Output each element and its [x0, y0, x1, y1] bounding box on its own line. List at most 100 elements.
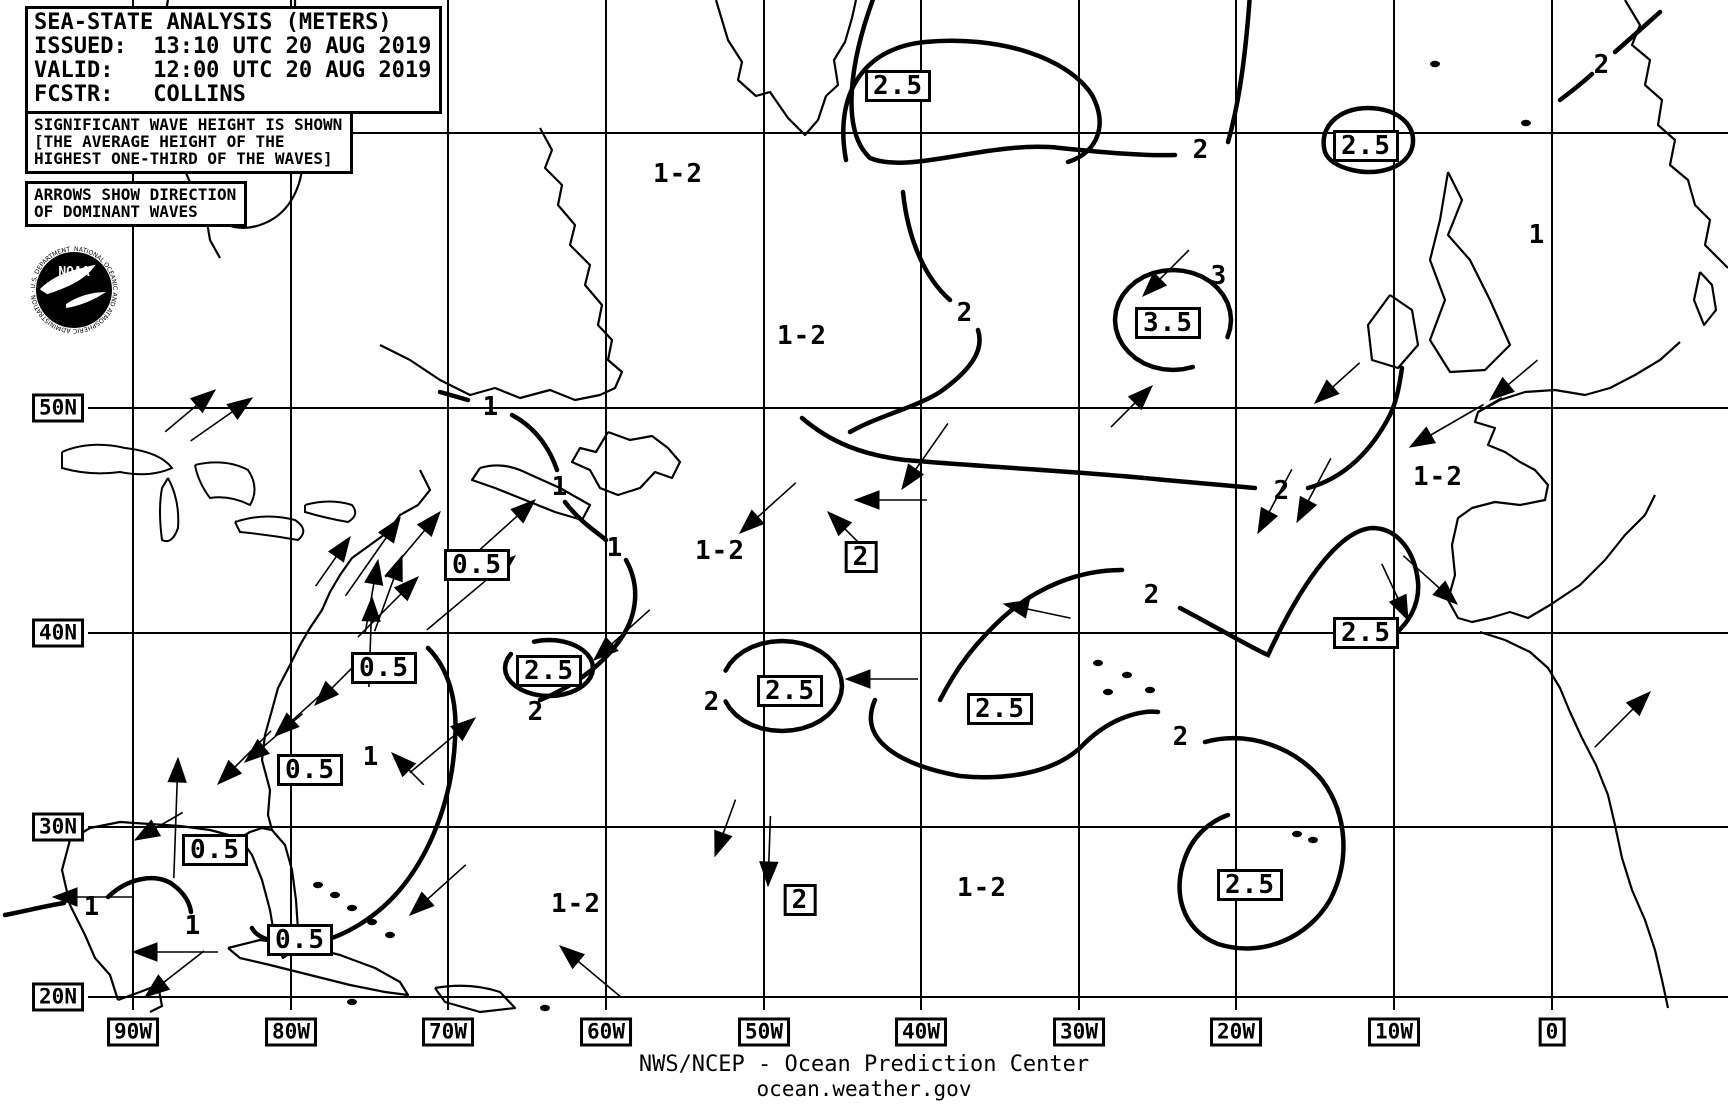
- island-dot: [385, 931, 395, 939]
- coastline-path: [1446, 397, 1656, 624]
- wave-contour-line: [2, 900, 67, 918]
- longitude-label: 40W: [895, 1017, 947, 1047]
- coastline-path: [1692, 271, 1718, 327]
- wave-height-boxed-label: 0.5: [351, 652, 417, 684]
- latitude-longitude-grid: [88, 0, 1728, 1010]
- coastline-path: [1477, 341, 1681, 413]
- wave-height-label: 1: [83, 892, 101, 922]
- coastline-path: [570, 430, 682, 497]
- wave-direction-arrow: [373, 554, 403, 632]
- wave-height-label: 1: [362, 742, 380, 772]
- issued-time: ISSUED: 13:10 UTC 20 AUG 2019: [34, 34, 432, 59]
- lake-outline: [304, 500, 357, 524]
- wave-direction-arrow: [344, 516, 401, 597]
- coastline-path: [1479, 630, 1670, 1009]
- wave-direction-arrow: [853, 490, 927, 510]
- wave-height-boxed-label: 2.5: [1217, 869, 1283, 901]
- wave-direction-arrow: [51, 887, 133, 907]
- wave-direction-arrow: [164, 389, 217, 433]
- longitude-label: 90W: [107, 1017, 159, 1047]
- wave-height-label: 2: [703, 687, 721, 717]
- wave-contour-oval: [723, 638, 845, 734]
- valid-time: VALID: 12:00 UTC 20 AUG 2019: [34, 58, 432, 83]
- wave-height-label: 1: [184, 911, 202, 941]
- wave-height-boxed-label: 0.5: [444, 549, 510, 581]
- wave-direction-arrow: [314, 535, 351, 587]
- wave-direction-arrow: [167, 756, 187, 878]
- wave-direction-arrow: [364, 558, 384, 634]
- wave-contour-line: [562, 499, 609, 543]
- wave-direction-arrow: [714, 799, 737, 858]
- wave-contour-line: [509, 412, 560, 473]
- wave-contour-line: [937, 567, 1125, 703]
- island-dot: [1308, 836, 1318, 844]
- latitude-label: 20N: [32, 982, 84, 1012]
- wave-height-boxed-label: 2.5: [1333, 130, 1399, 162]
- wave-height-label: 2: [956, 298, 974, 328]
- coastline-path: [714, 0, 858, 137]
- wave-direction-arrow: [1594, 690, 1652, 748]
- wave-direction-arrow: [1296, 458, 1332, 524]
- wave-height-boxed-label: 0.5: [277, 754, 343, 786]
- wave-contour-line: [1225, 0, 1252, 145]
- wave-height-label: 1-2: [1413, 462, 1463, 492]
- longitude-label: 80W: [265, 1017, 317, 1047]
- wave-direction-arrow: [1402, 555, 1459, 605]
- wave-contour-line: [900, 189, 953, 303]
- wave-height-boxed-label: 2.5: [967, 693, 1033, 725]
- island-dot: [1103, 688, 1113, 696]
- wave-contour-oval: [502, 637, 596, 699]
- island-dot: [347, 904, 357, 912]
- longitude-label: 10W: [1368, 1017, 1420, 1047]
- wave-direction-arrow: [357, 575, 420, 638]
- longitude-label: 70W: [422, 1017, 474, 1047]
- latitude-label: 50N: [32, 393, 84, 423]
- wave-direction-arrow: [844, 669, 918, 689]
- wave-height-boxed-label: 3.5: [1135, 307, 1201, 339]
- great-lakes: [61, 443, 357, 543]
- island-dot: [1093, 659, 1103, 667]
- wave-direction-arrow: [1141, 249, 1190, 298]
- wave-contour-line: [1305, 365, 1405, 491]
- noaa-logo-text: NOAA: [58, 265, 89, 280]
- wave-height-label: 2: [1593, 50, 1611, 80]
- island-dot: [1292, 830, 1302, 838]
- noaa-logo: NOAA NATIONAL OCEANIC AND ATMOSPHERIC AD…: [26, 242, 118, 334]
- island-dot: [1521, 119, 1531, 127]
- title-block: SEA-STATE ANALYSIS (METERS) ISSUED: 13:1…: [25, 6, 443, 114]
- coastline-path: [1366, 294, 1420, 370]
- wave-direction-arrow: [408, 864, 467, 916]
- wave-contour-oval: [1112, 267, 1234, 373]
- coastline-path: [379, 127, 624, 402]
- wave-height-label: 1-2: [777, 321, 827, 351]
- wave-direction-arrow: [1002, 599, 1071, 619]
- coastline-path: [1624, 0, 1728, 269]
- wave-height-label: 1: [551, 472, 569, 502]
- wave-direction-arrow: [390, 751, 425, 786]
- wave-direction-arrows: [51, 249, 1652, 999]
- arrow-direction-note: ARROWS SHOW DIRECTION OF DOMINANT WAVES: [25, 181, 248, 227]
- wave-height-label: 1-2: [695, 536, 745, 566]
- wave-contour-line: [847, 327, 982, 435]
- coastlines: [60, 0, 1728, 1014]
- wave-height-label: 2: [1273, 476, 1291, 506]
- chart-title: SEA-STATE ANALYSIS (METERS): [34, 10, 392, 35]
- lake-outline: [194, 461, 256, 507]
- wave-height-label: 1-2: [653, 159, 703, 189]
- wave-direction-arrow: [1110, 384, 1154, 428]
- footer-agency: NWS/NCEP - Ocean Prediction Center: [638, 1052, 1090, 1077]
- wave-contour-line: [1177, 736, 1346, 951]
- wave-height-label: 1: [482, 392, 500, 422]
- footer-url: ocean.weather.gov: [756, 1077, 972, 1101]
- lake-outline: [234, 515, 305, 542]
- wave-height-boxed-label: 0.5: [267, 924, 333, 956]
- forecaster: FCSTR: COLLINS: [34, 82, 246, 107]
- island-dot: [1145, 686, 1155, 694]
- wave-direction-arrow: [143, 950, 205, 998]
- latitude-label: 30N: [32, 812, 84, 842]
- wave-height-label: 2: [1192, 135, 1210, 165]
- wave-contour-line: [105, 876, 194, 915]
- wave-contour-line: [1177, 525, 1421, 658]
